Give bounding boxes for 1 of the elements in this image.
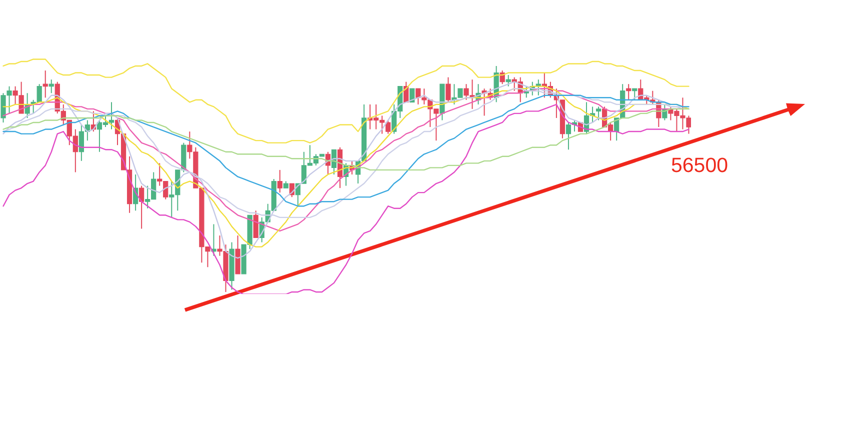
annotation: 56500: [671, 154, 728, 177]
